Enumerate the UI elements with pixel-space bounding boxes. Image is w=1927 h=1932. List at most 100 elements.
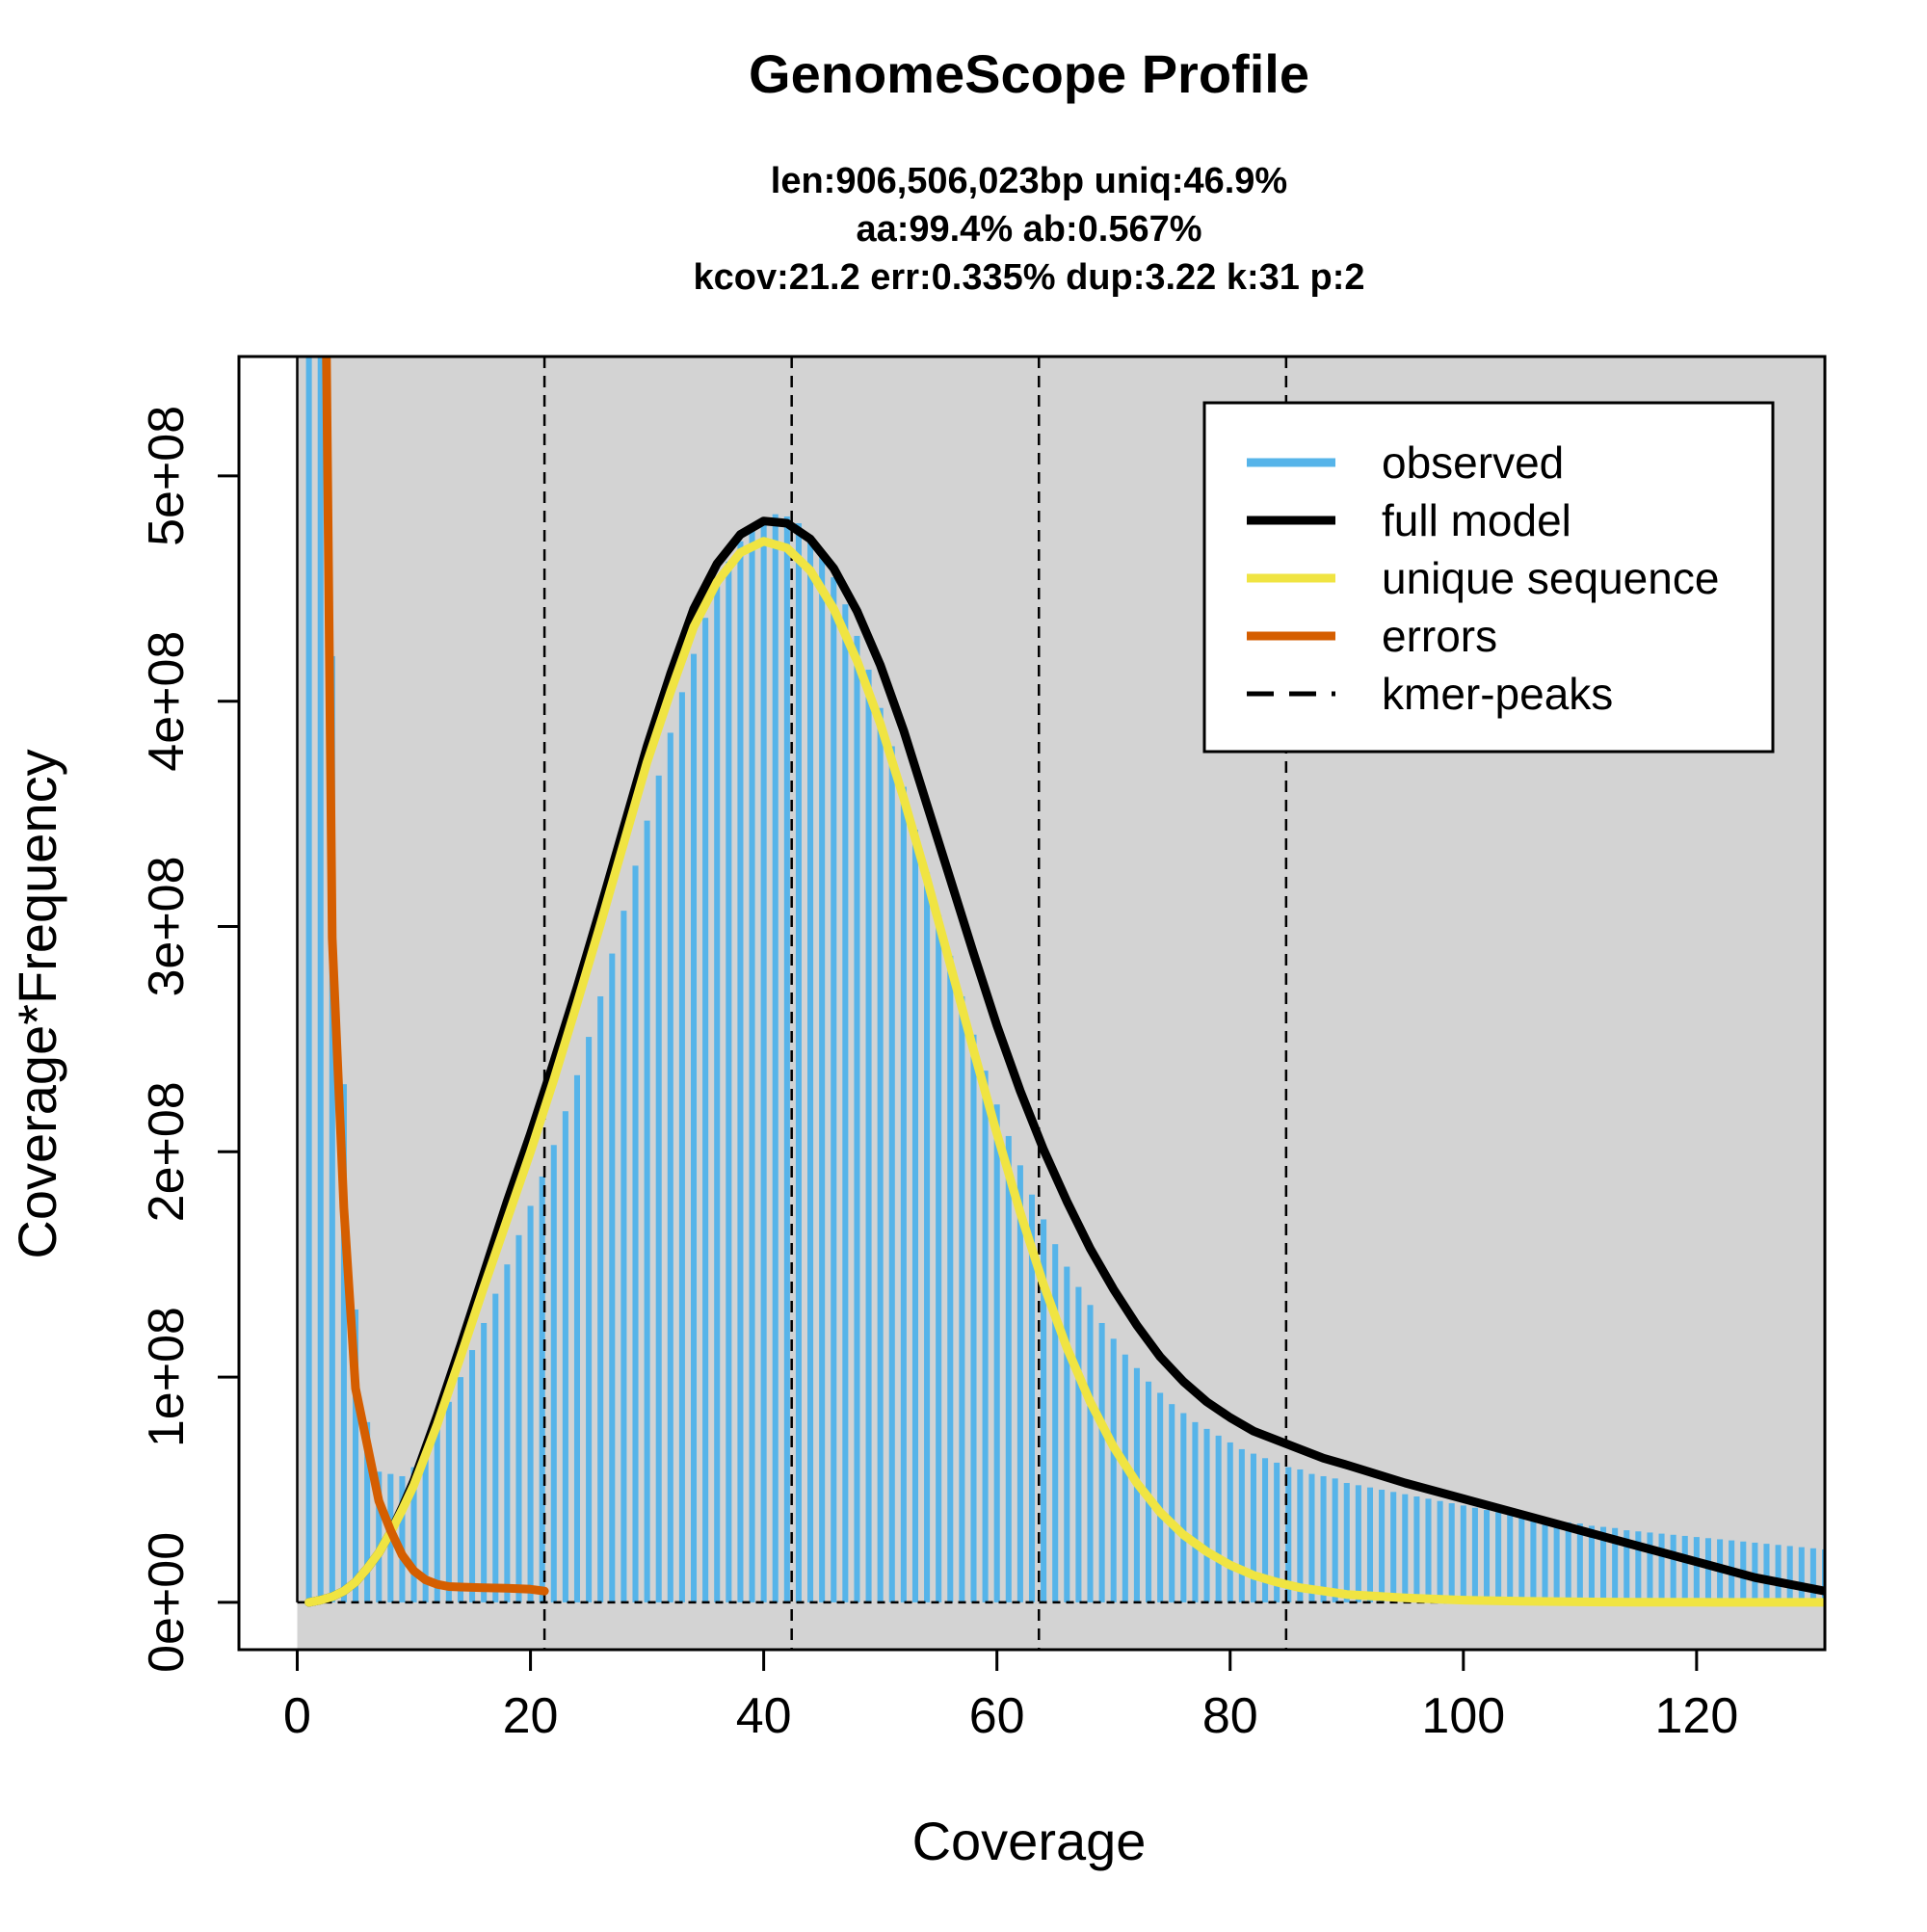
observed-bar	[1437, 1500, 1443, 1602]
plot-frame	[237, 355, 1827, 1652]
observed-bar	[504, 1264, 511, 1602]
y-tick-label: 1e+08	[139, 1307, 195, 1447]
observed-bar	[854, 635, 860, 1602]
observed-bar	[1110, 1338, 1117, 1602]
observed-bar	[1647, 1532, 1653, 1602]
observed-bar	[1203, 1428, 1210, 1602]
legend-label: observed	[1382, 437, 1564, 488]
observed-bar	[1169, 1404, 1175, 1602]
observed-bar	[900, 786, 907, 1602]
observed-bar	[924, 872, 931, 1602]
x-tick-label: 120	[1654, 1688, 1738, 1744]
x-tick-label: 100	[1421, 1688, 1505, 1744]
observed-bar	[620, 911, 627, 1602]
observed-bar	[1448, 1503, 1455, 1602]
observed-bar	[364, 1421, 371, 1602]
observed-bar	[1064, 1266, 1070, 1602]
observed-bar	[445, 1401, 452, 1602]
observed-bar	[1658, 1533, 1665, 1602]
observed-bar	[1623, 1530, 1630, 1602]
observed-bar	[1425, 1498, 1432, 1602]
observed-bar	[1553, 1521, 1560, 1602]
observed-bar	[959, 995, 965, 1602]
observed-bar	[749, 527, 755, 1602]
observed-bar	[1332, 1478, 1338, 1602]
observed-bar	[1192, 1421, 1199, 1602]
observed-bar	[1308, 1473, 1315, 1602]
observed-bar	[1600, 1526, 1607, 1602]
observed-bar	[1122, 1354, 1128, 1602]
observed-bar	[888, 746, 895, 1602]
observed-bar	[1355, 1485, 1361, 1602]
observed-bar	[1821, 1548, 1825, 1602]
observed-bar	[1052, 1244, 1059, 1602]
observed-bar	[807, 537, 814, 1602]
observed-bar	[376, 1471, 383, 1602]
observed-bar	[1483, 1510, 1491, 1602]
y-tick-label: 4e+08	[139, 631, 195, 772]
x-tick-label: 20	[503, 1688, 559, 1744]
observed-bar	[1693, 1537, 1700, 1602]
observed-bar	[667, 732, 673, 1602]
observed-bar	[970, 1034, 977, 1602]
observed-bar	[410, 1467, 417, 1602]
observed-bar	[1798, 1547, 1805, 1602]
legend: observed full model unique sequence errors k…	[1202, 401, 1775, 754]
observed-bar	[573, 1074, 581, 1602]
observed-bar	[1041, 1219, 1047, 1602]
observed-bar	[678, 692, 685, 1602]
observed-bar	[714, 586, 721, 1602]
observed-bar	[865, 669, 872, 1602]
observed-bar	[399, 1475, 406, 1602]
observed-bar	[1752, 1542, 1758, 1602]
observed-bar	[1460, 1505, 1466, 1602]
observed-bar	[783, 516, 790, 1602]
observed-bar	[1612, 1527, 1619, 1602]
y-tick-label: 2e+08	[139, 1081, 195, 1222]
observed-bar	[1763, 1544, 1770, 1602]
chart-subtitle-line-2: aa:99.4% ab:0.567%	[856, 209, 1201, 250]
observed-bar	[795, 523, 802, 1602]
observed-bar	[609, 953, 616, 1602]
series-line-errors	[322, 357, 549, 1596]
observed-bar	[877, 707, 884, 1602]
observed-bar	[1075, 1286, 1082, 1602]
observed-bar	[1413, 1496, 1420, 1602]
observed-bar	[597, 995, 604, 1602]
observed-bar	[1297, 1469, 1304, 1602]
observed-bar	[1320, 1475, 1327, 1602]
observed-bar	[1576, 1523, 1583, 1602]
observed-bar	[1588, 1525, 1595, 1602]
observed-bar	[1250, 1453, 1256, 1602]
chart-subtitle-line-3: kcov:21.2 err:0.335% dup:3.22 k:31 p:2	[693, 257, 1364, 298]
legend-label: errors	[1382, 611, 1497, 661]
observed-bar	[1565, 1522, 1571, 1602]
observed-bar	[1495, 1512, 1502, 1602]
observed-bar	[1471, 1507, 1478, 1602]
legend-label: full model	[1382, 495, 1571, 545]
observed-bar	[539, 1177, 545, 1602]
x-tick-label: 80	[1202, 1688, 1258, 1744]
observed-bar	[329, 655, 335, 1602]
observed-bar	[1016, 1165, 1023, 1602]
observed-bar	[1087, 1305, 1094, 1602]
observed-bar	[1274, 1462, 1280, 1602]
observed-bar	[1704, 1538, 1711, 1602]
observed-bar	[1262, 1458, 1269, 1602]
series-line-unique-sequence	[304, 537, 1825, 1607]
observed-bar	[1390, 1492, 1397, 1602]
observed-bar	[492, 1293, 499, 1602]
observed-bar	[562, 1111, 568, 1602]
observed-bar	[1180, 1413, 1187, 1602]
observed-bar	[1786, 1546, 1793, 1602]
observed-bar	[1227, 1442, 1233, 1602]
y-tick-label: 5e+08	[139, 406, 195, 546]
chart-subtitle-line-1: len:906,506,023bp uniq:46.9%	[771, 161, 1287, 201]
observed-bar	[1809, 1548, 1816, 1602]
x-tick-label: 60	[969, 1688, 1025, 1744]
observed-bar	[586, 1037, 593, 1602]
chart-title: GenomeScope Profile	[749, 43, 1309, 104]
legend-label: kmer-peaks	[1382, 669, 1613, 719]
